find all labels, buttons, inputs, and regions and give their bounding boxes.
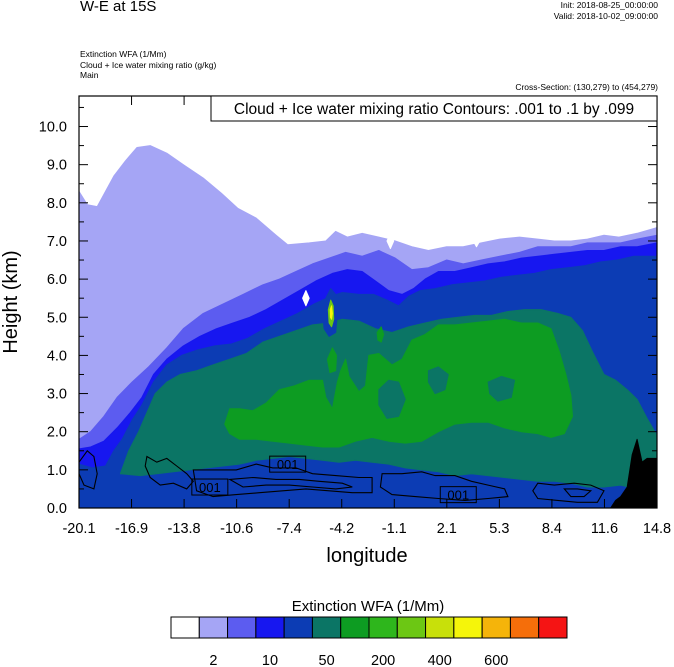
time-info: Init: 2018-08-25_00:00:00 Valid: 2018-10…	[554, 0, 658, 22]
colorbar-label: 200	[371, 653, 395, 667]
contour-label-1: 001	[269, 455, 307, 473]
contour-annotation: Cloud + Ice water mixing ratio Contours:…	[234, 101, 634, 118]
x-axis: -20.1 -16.9 -13.8 -10.6 -7.4 -4.2 -1.1 2.1 5.3 8.…	[62, 96, 671, 537]
colorbar-swatch	[481, 616, 511, 639]
colorbar-swatch	[425, 616, 455, 639]
x-tick-label: 8.4	[542, 521, 562, 537]
colorbar-swatch	[538, 616, 568, 639]
colorbar-label: 2	[209, 653, 217, 667]
y-axis: 0.0 1.0 2.0 3.0 4.0 5.0 6.0 7.0 8.0 9.0 10.0	[39, 106, 657, 517]
y-tick-label: 1.0	[47, 463, 67, 479]
cross-section-label: Cross-Section: (130,279) to (454,279)	[515, 82, 658, 92]
colorbar-swatch	[453, 616, 483, 639]
contour-label-box	[439, 486, 477, 504]
field-line-2: Cloud + Ice water mixing ratio (g/kg)	[80, 59, 217, 70]
colorbar: 2 10 50 200 400 600	[170, 616, 568, 667]
teal-hole-1	[378, 379, 406, 419]
contour-label-text: 001	[447, 488, 469, 503]
colorbar-label: 600	[484, 653, 508, 667]
y-tick-label: 7.0	[47, 234, 67, 250]
y-tick-label: 9.0	[47, 158, 67, 174]
teal-hole-2	[427, 366, 449, 395]
plot-title: W-E at 15S	[80, 0, 157, 15]
x-tick-label: 11.6	[591, 521, 618, 537]
x-tick-label: -1.1	[382, 521, 407, 537]
colorbar-swatch	[227, 616, 257, 639]
x-tick-label: -16.9	[115, 521, 148, 537]
yellow-core	[329, 305, 333, 320]
contour-labels: 001 001 001	[191, 455, 477, 504]
y-tick-label: 2.0	[47, 425, 67, 441]
colorbar-label: 50	[319, 653, 335, 667]
x-tick-label: -13.8	[168, 521, 201, 537]
x-tick-label: 2.1	[437, 521, 457, 537]
y-tick-label: 5.0	[47, 310, 67, 326]
colorbar-swatch	[311, 616, 342, 639]
x-tick-label: -20.1	[62, 521, 95, 537]
green-patch-1	[326, 347, 337, 374]
colorbar-title: Extinction WFA (1/Mm)	[292, 598, 445, 615]
colorbar-swatch	[368, 616, 398, 639]
contour-label-box	[269, 455, 307, 473]
colorbar-label: 10	[262, 653, 278, 667]
y-tick-label: 0.0	[47, 501, 67, 517]
teal-hole-3	[487, 375, 516, 402]
x-axis-label: longitude	[326, 545, 407, 567]
contour-lines	[79, 449, 605, 503]
colorbar-swatch	[255, 616, 285, 639]
x-tick-label: 14.8	[643, 521, 671, 537]
colorbar-swatch	[340, 616, 370, 639]
white-gap-3	[302, 290, 310, 307]
contour-2	[144, 455, 195, 490]
y-axis-label: Height (km)	[0, 250, 22, 353]
colorbar-swatch	[283, 616, 313, 639]
contour-6	[532, 482, 605, 503]
colorbar-swatch	[170, 616, 200, 639]
y-tick-label: 3.0	[47, 387, 67, 403]
contour-label-text: 001	[277, 457, 299, 472]
contour-4	[227, 476, 353, 490]
x-tick-label: -10.6	[220, 521, 253, 537]
field-list: Extinction WFA (1/Mm) Cloud + Ice water …	[80, 49, 216, 81]
contour-label-box	[191, 478, 229, 496]
green-patch-2	[376, 326, 385, 343]
white-gap-1	[386, 232, 395, 250]
field-line-1: Extinction WFA (1/Mm)	[80, 49, 167, 59]
colorbar-swatch	[198, 616, 229, 639]
y-tick-label: 8.0	[47, 196, 67, 212]
annotation-box: Cloud + Ice water mixing ratio Contours:…	[210, 95, 658, 122]
colorbar-swatch	[396, 616, 427, 639]
contour-1	[79, 449, 98, 490]
terrain	[610, 438, 657, 508]
init-time: Init: 2018-08-25_00:00:00	[560, 0, 658, 10]
y-tick-label: 6.0	[47, 272, 67, 288]
x-tick-label: 5.3	[489, 521, 509, 537]
y-tick-label: 10.0	[39, 120, 67, 136]
x-tick-label: -4.2	[329, 521, 354, 537]
contour-label-3: 001	[439, 486, 477, 504]
contour-7	[563, 488, 593, 498]
colorbar-swatch	[509, 616, 540, 639]
colorbar-label: 400	[428, 653, 452, 667]
y-tick-label: 4.0	[47, 348, 67, 364]
contour-3	[192, 463, 373, 498]
x-tick-label: -7.4	[277, 521, 302, 537]
contour-label-text: 001	[199, 480, 221, 495]
white-gap-2	[472, 232, 481, 248]
contour-label-2: 001	[191, 478, 229, 496]
field-line-3: Main	[80, 70, 99, 80]
filled-contours	[79, 145, 657, 508]
valid-time: Valid: 2018-10-02_09:00:00	[553, 11, 658, 21]
contour-5	[379, 471, 509, 501]
